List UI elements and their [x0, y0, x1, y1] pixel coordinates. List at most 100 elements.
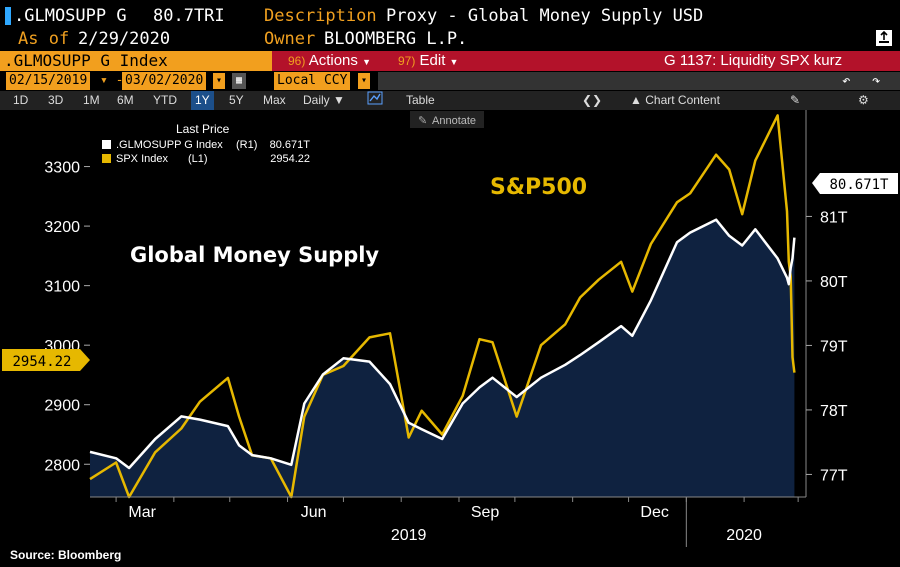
redo-icon[interactable]: ↷	[872, 73, 881, 89]
export-icon[interactable]	[876, 30, 892, 46]
ticker: .GLMOSUPP G	[14, 6, 127, 26]
period-1d[interactable]: 1D	[13, 93, 29, 107]
chart-content-label: Chart Content	[645, 93, 720, 107]
period-ytd[interactable]: YTD	[153, 93, 177, 107]
asof-label: As of	[18, 29, 70, 49]
date-controls: 02/15/2019 ▾ - 03/02/2020 ▾ ▦ Local CCY …	[0, 72, 900, 91]
legend-axis-spx: (L1)	[188, 153, 208, 165]
line-chart-icon[interactable]	[364, 91, 386, 110]
money-supply-line	[89, 218, 796, 470]
right-tick-label: 80T	[820, 274, 848, 291]
menu-red-bar	[272, 51, 900, 71]
header-row-ticker: .GLMOSUPP G 80.7TRI Description Proxy - …	[0, 4, 900, 28]
chart-legend: Last Price .GLMOSUPP G Index (R1) 80.671…	[96, 116, 316, 168]
left-tick-label: 2900	[44, 398, 80, 415]
actions-dropdown-icon: ▼	[362, 57, 371, 67]
last-value: 80.7TRI	[153, 6, 225, 26]
actions-number: 96)	[288, 54, 306, 68]
start-date-input[interactable]: 02/15/2019	[6, 72, 91, 90]
money-supply-area	[90, 219, 795, 497]
legend-title: Last Price	[176, 122, 230, 136]
left-last-tag: 2954.22	[2, 349, 90, 371]
legend-swatch-spx	[102, 154, 111, 163]
currency-dropdown-icon[interactable]: ▾	[358, 73, 370, 89]
chart-content-button[interactable]: ▲ Chart Content	[630, 91, 720, 110]
expand-icon[interactable]: ❮❯	[582, 93, 603, 107]
legend-background	[96, 116, 316, 168]
right-tick-label: 81T	[820, 209, 848, 226]
edit-pencil-icon[interactable]: ✎	[790, 93, 801, 107]
header-row-meta: As of 2/29/2020 Owner BLOOMBERG L.P.	[0, 28, 900, 50]
date-picker-icon[interactable]: ▦	[232, 73, 246, 89]
menu-bar: .GLMOSUPP G Index 96) Actions ▼ 97) Edit…	[0, 51, 900, 71]
left-tick-label: 3200	[44, 219, 80, 236]
right-last-tag-value: 80.671T	[829, 177, 889, 193]
period-1y[interactable]: 1Y	[191, 91, 214, 110]
security-field[interactable]: .GLMOSUPP G Index	[0, 51, 274, 71]
asof-value: 2/29/2020	[78, 29, 171, 49]
table-button[interactable]: Table	[406, 93, 435, 107]
controls-filler	[378, 72, 900, 90]
edit-dropdown-icon: ▼	[449, 57, 459, 67]
ticker-marker	[5, 7, 11, 25]
settings-gear-icon[interactable]: ⚙	[858, 93, 869, 107]
owner-label: Owner	[264, 29, 316, 49]
edit-menu[interactable]: 97) Edit ▼	[398, 51, 458, 71]
legend-name-money: .GLMOSUPP G Index	[116, 139, 223, 151]
x-tick-label: Jun	[301, 504, 327, 521]
left-tick-label: 3300	[44, 160, 80, 177]
annotation-sp500: S&P500	[490, 175, 587, 200]
annotate-icon: ✎	[418, 115, 427, 127]
legend-axis-money: (R1)	[236, 139, 257, 151]
x-tick-label: Sep	[471, 504, 500, 521]
end-date-input[interactable]: 03/02/2020	[122, 72, 207, 90]
series-line-layer	[89, 114, 796, 499]
description-label: Description	[264, 6, 377, 26]
spx-line	[89, 114, 796, 499]
annotate-label: Annotate	[432, 115, 476, 127]
currency-select[interactable]: Local CCY	[274, 72, 351, 90]
legend-value-money: 80.671T	[270, 139, 311, 151]
edit-number: 97)	[398, 54, 416, 68]
money-supply-area-layer	[90, 219, 795, 497]
owner-value: BLOOMBERG L.P.	[324, 29, 468, 49]
right-last-tag-shape	[812, 173, 898, 194]
edit-label: Edit	[419, 52, 446, 69]
legend-swatch-money	[102, 140, 111, 149]
legend-name-spx: SPX Index	[116, 153, 168, 165]
left-tick-label: 2800	[44, 457, 80, 474]
chart-content-icon: ▲	[630, 93, 642, 107]
right-tick-label: 79T	[820, 338, 848, 355]
annotation-money-supply: Global Money Supply	[130, 243, 379, 267]
annotate-button[interactable]: ✎ Annotate	[410, 111, 484, 128]
description-value: Proxy - Global Money Supply USD	[386, 6, 704, 26]
left-last-tag-shape	[2, 349, 90, 371]
left-last-tag-value: 2954.22	[12, 354, 71, 370]
period-1m[interactable]: 1M	[83, 93, 100, 107]
left-tick-label: 3100	[44, 279, 80, 296]
year-label: 2020	[726, 527, 762, 544]
frequency-label: Daily	[303, 93, 330, 107]
end-date-dropdown-icon[interactable]: ▾	[213, 73, 225, 89]
period-5y[interactable]: 5Y	[229, 93, 244, 107]
date-separator: ▾ -	[100, 73, 124, 88]
x-tick-label: Dec	[640, 504, 668, 521]
axes-layer: 28002900300031003200330077T78T79T80T81TM…	[44, 110, 848, 547]
actions-label: Actions	[308, 52, 358, 69]
chart-area: 28002900300031003200330077T78T79T80T81TM…	[0, 110, 900, 548]
undo-icon[interactable]: ↶	[842, 73, 851, 89]
period-max[interactable]: Max	[263, 93, 286, 107]
period-6m[interactable]: 6M	[117, 93, 134, 107]
right-tick-label: 78T	[820, 403, 848, 420]
period-3d[interactable]: 3D	[48, 93, 64, 107]
right-tick-label: 77T	[820, 467, 848, 484]
right-last-tag: 80.671T	[812, 173, 898, 194]
actions-menu[interactable]: 96) Actions ▼	[288, 51, 371, 71]
frequency-select[interactable]: Daily ▼	[303, 93, 345, 107]
year-label: 2019	[391, 527, 427, 544]
x-tick-label: Mar	[128, 504, 156, 521]
chart-name[interactable]: G 1137: Liquidity SPX kurz	[664, 52, 843, 69]
chart-toolbar: 1D 3D 1M 6M YTD 1Y 5Y Max Daily ▼ Table …	[0, 91, 900, 110]
legend-value-spx: 2954.22	[270, 153, 310, 165]
source-footer: Source: Bloomberg	[10, 548, 122, 562]
